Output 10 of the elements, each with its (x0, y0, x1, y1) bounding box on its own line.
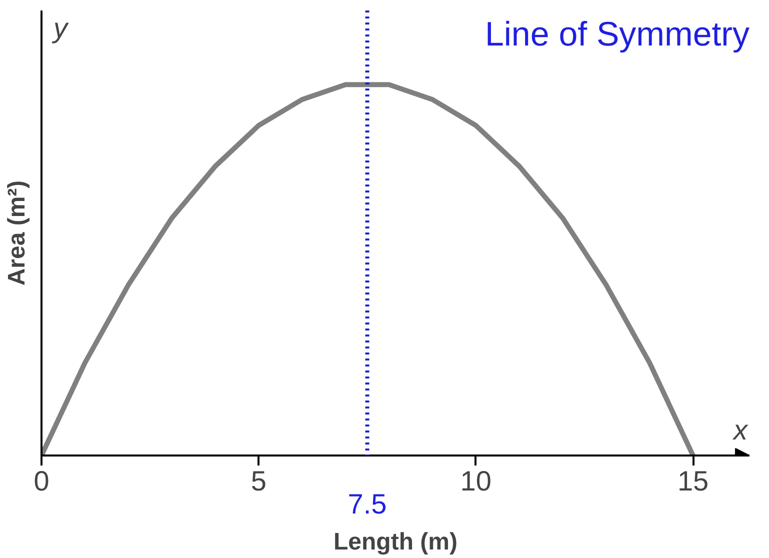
text: y (52, 12, 70, 44)
x-tick-label: 15 (677, 466, 709, 496)
text: Line of Symmetry (484, 16, 750, 54)
annotation: x (732, 414, 748, 446)
x-tick-label: 10 (460, 466, 492, 496)
ref-line-label: 7.5 (348, 488, 387, 520)
x-tick-label: 5 (250, 466, 266, 496)
x-tick-label: 0 (34, 466, 50, 496)
x-axis-title: Length (m) (334, 528, 458, 556)
y-axis-title: Area (m²) (4, 180, 30, 286)
